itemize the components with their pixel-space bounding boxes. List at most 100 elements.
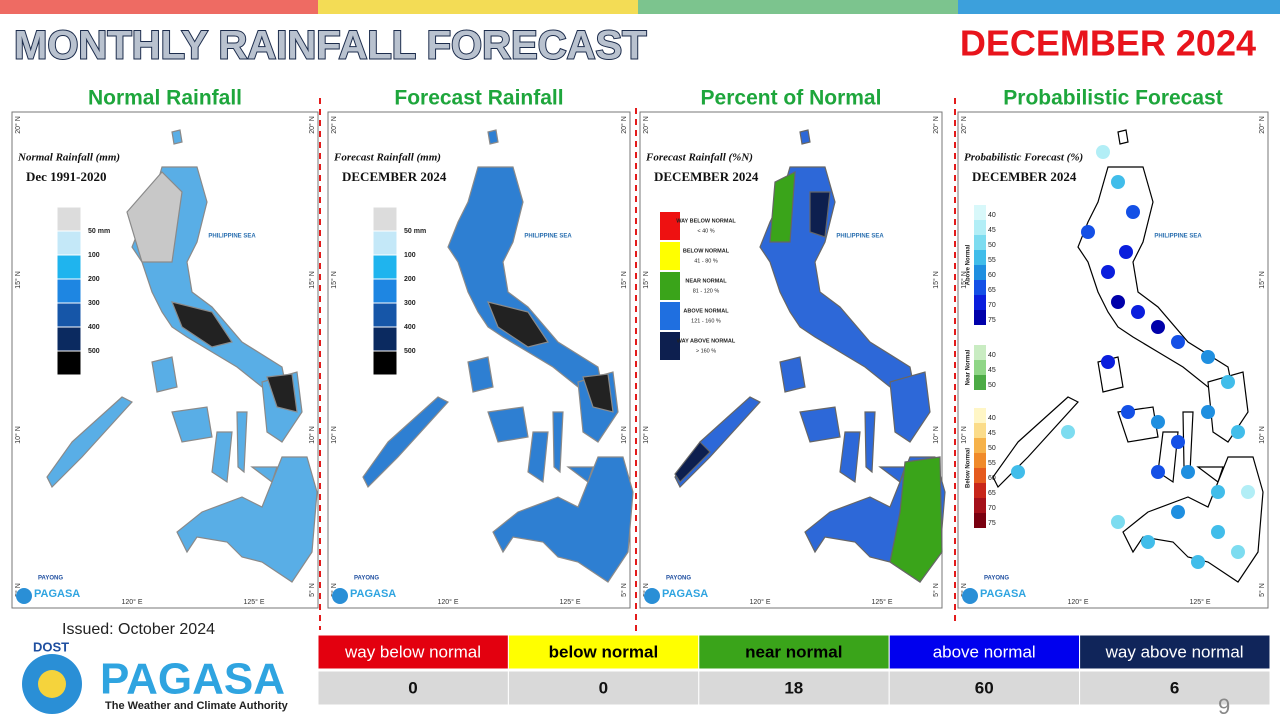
panel-title: Probabilistic Forecast bbox=[1003, 87, 1222, 110]
lat-label: 5° N bbox=[1258, 583, 1266, 597]
mini-logo bbox=[332, 588, 348, 604]
map-subtitle: DECEMBER 2024 bbox=[654, 169, 759, 184]
map bbox=[674, 129, 946, 583]
mini-logo-name: PAGASA bbox=[662, 588, 708, 600]
legend-swatch bbox=[372, 302, 398, 328]
lat-label: 5° N bbox=[14, 583, 22, 597]
stripe bbox=[638, 0, 958, 14]
count-value: 18 bbox=[784, 678, 803, 697]
map-subtitle: DECEMBER 2024 bbox=[342, 169, 447, 184]
probability-dot bbox=[1171, 505, 1185, 519]
legend-group: Below Normal bbox=[966, 448, 972, 488]
legend-level: 45 bbox=[988, 430, 996, 437]
legend-label: 50 mm bbox=[404, 228, 426, 235]
panels: Normal Rainfall Normal Rainfall (mm) Dec 1… bbox=[11, 87, 1269, 609]
mini-logo-name: PAGASA bbox=[34, 588, 80, 600]
legend-swatch bbox=[660, 212, 680, 240]
map-high-rain bbox=[487, 301, 614, 413]
count-cell bbox=[317, 670, 509, 706]
mini-logo-name: PAGASA bbox=[980, 588, 1026, 600]
mini-logo bbox=[962, 588, 978, 604]
legend-swatch bbox=[56, 326, 82, 352]
category-label: below normal bbox=[549, 642, 659, 661]
legend-swatch bbox=[974, 423, 986, 438]
category-header bbox=[1079, 634, 1271, 670]
legend-swatch bbox=[974, 220, 986, 235]
count-cell bbox=[698, 670, 890, 706]
probability-dot bbox=[1211, 485, 1225, 499]
category-label: way above normal bbox=[1105, 642, 1244, 661]
legend-level: 65 bbox=[988, 287, 996, 294]
legend-level: 45 bbox=[988, 367, 996, 374]
legend-level: 40 bbox=[988, 212, 996, 219]
legend-level: 60 bbox=[988, 272, 996, 279]
lat-label: 10° N bbox=[330, 426, 338, 444]
legend-swatch bbox=[56, 278, 82, 304]
lat-label: 10° N bbox=[1258, 426, 1266, 444]
lat-label: 20° N bbox=[308, 116, 316, 134]
legend-swatch bbox=[974, 345, 986, 360]
legend-label: 300 bbox=[404, 300, 416, 307]
lat-label: 20° N bbox=[330, 116, 338, 134]
legend-swatch bbox=[660, 272, 680, 300]
legend-swatch bbox=[660, 242, 680, 270]
map-subtitle: Dec 1991-2020 bbox=[26, 169, 107, 184]
legend-label: WAY BELOW NORMAL bbox=[676, 218, 736, 224]
legend-range: 41 - 80 % bbox=[694, 258, 718, 264]
lat-label: 10° N bbox=[620, 426, 628, 444]
sea-label: PHILIPPINE SEA bbox=[524, 234, 572, 240]
map-title: Forecast Rainfall (mm) bbox=[333, 152, 441, 164]
page-number: 9 bbox=[1218, 694, 1230, 719]
legend-group: Above Normal bbox=[966, 244, 972, 285]
lat-label: 10° N bbox=[14, 426, 22, 444]
stripe bbox=[0, 0, 318, 14]
lon-label: 125° E bbox=[1189, 598, 1210, 606]
lat-label: 20° N bbox=[960, 116, 968, 134]
probability-dot bbox=[1101, 265, 1115, 279]
summary-table: way below normal 0 below normal 0 near norma… bbox=[317, 634, 1271, 706]
legend-label: 200 bbox=[404, 276, 416, 283]
lat-label: 20° N bbox=[620, 116, 628, 134]
legend-level: 70 bbox=[988, 302, 996, 309]
count-cell bbox=[888, 670, 1081, 706]
lat-label: 20° N bbox=[642, 116, 650, 134]
sea-label: PHILIPPINE SEA bbox=[208, 234, 256, 240]
legend-label: 400 bbox=[88, 324, 100, 331]
slide-title: MONTHLY RAINFALL FORECAST bbox=[14, 24, 647, 68]
probability-dot bbox=[1081, 225, 1095, 239]
legend-level: 45 bbox=[988, 227, 996, 234]
lat-label: 10° N bbox=[960, 426, 968, 444]
category-label: near normal bbox=[745, 642, 842, 661]
map-title: Forecast Rainfall (%N) bbox=[645, 152, 753, 164]
lon-label: 125° E bbox=[871, 598, 892, 606]
probability-dot bbox=[1101, 355, 1115, 369]
logo-icon bbox=[38, 670, 66, 698]
legend-label: NEAR NORMAL bbox=[685, 278, 727, 284]
lon-label: 120° E bbox=[749, 598, 770, 606]
legend-level: 75 bbox=[988, 520, 996, 527]
legend-swatch bbox=[974, 483, 986, 498]
probability-dot bbox=[1111, 175, 1125, 189]
legend-label: 100 bbox=[88, 252, 100, 259]
lat-label: 15° N bbox=[960, 271, 968, 289]
lat-label: 20° N bbox=[932, 116, 940, 134]
lat-label: 5° N bbox=[960, 583, 968, 597]
logo-agency: DOST bbox=[33, 639, 69, 654]
legend-swatch bbox=[974, 265, 986, 280]
legend-label: WAY ABOVE NORMAL bbox=[677, 338, 736, 344]
dividers bbox=[319, 98, 956, 636]
lon-label: 120° E bbox=[121, 598, 142, 606]
legend-level: 50 bbox=[988, 445, 996, 452]
legend-swatch bbox=[56, 302, 82, 328]
lat-label: 15° N bbox=[1258, 271, 1266, 289]
probability-dot bbox=[1111, 515, 1125, 529]
map-title: Normal Rainfall (mm) bbox=[17, 152, 120, 164]
map-subtitle: DECEMBER 2024 bbox=[972, 169, 1077, 184]
category-header bbox=[317, 634, 509, 670]
lat-label: 15° N bbox=[620, 271, 628, 289]
category-header bbox=[888, 634, 1081, 670]
map-panel: Normal Rainfall Normal Rainfall (mm) Dec 1… bbox=[11, 87, 319, 609]
legend-level: 50 bbox=[988, 382, 996, 389]
legend-swatch bbox=[974, 468, 986, 483]
